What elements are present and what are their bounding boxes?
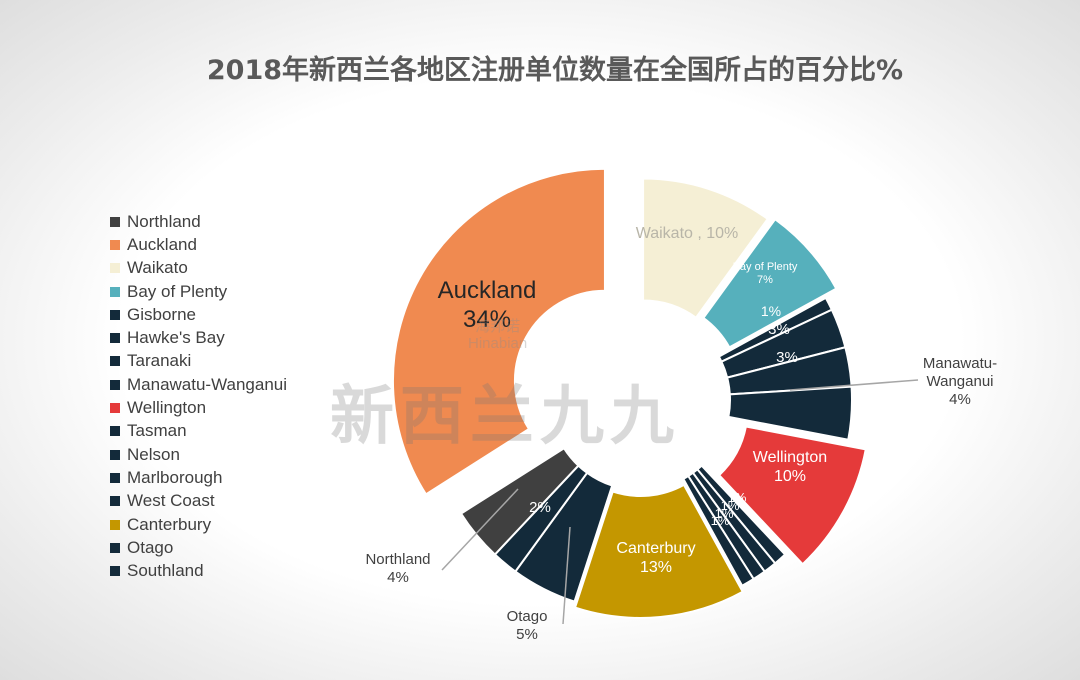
legend-item-wellington: Wellington <box>110 396 287 419</box>
legend-swatch <box>110 286 120 297</box>
leader-otago <box>562 526 571 625</box>
legend-swatch <box>110 379 120 390</box>
legend-label: Wellington <box>127 398 207 418</box>
slice-manawatu-wanganui <box>727 385 853 441</box>
label-gisborne: 1% <box>761 303 781 319</box>
legend-label: Waikato <box>127 258 188 278</box>
legend-item-nelson: Nelson <box>110 443 287 466</box>
leader-manawatu-wanganui <box>789 379 919 391</box>
watermark-logo-text: 海邦诺 Hinabian <box>468 318 527 352</box>
legend-item-northland: Northland <box>110 210 287 233</box>
legend-item-auckland: Auckland <box>110 233 287 256</box>
chart-legend: Northland Auckland Waikato Bay of Plenty Gis… <box>110 210 287 583</box>
legend-label: Marlborough <box>127 467 223 487</box>
legend-label: Southland <box>127 561 204 581</box>
legend-label: Nelson <box>127 444 180 464</box>
label-hawkes-bay: 3% <box>768 321 790 338</box>
label-northland: Northland 4% <box>365 551 430 586</box>
legend-item-otago: Otago <box>110 536 287 559</box>
slice-west-coast <box>681 474 755 588</box>
legend-label: Manawatu-Wanganui <box>127 374 288 394</box>
legend-swatch <box>110 216 120 227</box>
label-waikato: Waikato , 10% <box>636 225 739 242</box>
legend-swatch <box>110 403 120 414</box>
legend-item-taranaki: Taranaki <box>110 350 287 373</box>
legend-label: Taranaki <box>127 351 192 371</box>
legend-item-manawatu-wanganui: Manawatu-Wanganui <box>110 373 287 396</box>
legend-item-canterbury: Canterbury <box>110 513 287 536</box>
legend-swatch <box>110 449 120 460</box>
legend-swatch <box>110 356 120 367</box>
legend-swatch <box>110 472 120 483</box>
legend-label: Auckland <box>127 234 197 254</box>
watermark-sub-en: Hinabian <box>468 335 528 352</box>
legend-item-southland: Southland <box>110 559 287 582</box>
label-marlborough: 1% <box>715 506 734 521</box>
legend-swatch <box>110 496 120 507</box>
slice-canterbury <box>573 483 745 619</box>
slice-bay-of-plenty <box>702 217 838 349</box>
legend-swatch <box>110 519 120 530</box>
slice-northland <box>459 446 580 556</box>
legend-swatch <box>110 333 120 344</box>
label-otago: Otago 5% <box>507 608 548 643</box>
legend-item-hawke-s-bay: Hawke's Bay <box>110 326 287 349</box>
legend-label: Tasman <box>127 421 187 441</box>
watermark-text: 新西兰九九 <box>330 379 680 454</box>
legend-item-bay-of-plenty: Bay of Plenty <box>110 280 287 303</box>
label-taranaki: 3% <box>776 349 798 366</box>
label-bay-of-plenty: Bay of Plenty 7% <box>733 261 798 286</box>
slice-auckland <box>391 167 606 496</box>
label-nelson: 1% <box>721 498 740 513</box>
chart-title: 2018年新西兰各地区注册单位数量在全国所占的百分比% <box>206 55 904 86</box>
legend-label: Otago <box>127 537 174 557</box>
legend-label: West Coast <box>127 491 215 511</box>
label-southland: 2% <box>529 499 551 516</box>
leader-northland <box>441 488 519 571</box>
legend-swatch <box>110 263 120 274</box>
label-west-coast: 1% <box>711 513 730 528</box>
legend-item-marlborough: Marlborough <box>110 466 287 489</box>
legend-label: Bay of Plenty <box>127 281 228 301</box>
legend-item-tasman: Tasman <box>110 420 287 443</box>
legend-label: Canterbury <box>127 514 212 534</box>
legend-swatch <box>110 426 120 437</box>
legend-swatch <box>110 239 120 250</box>
legend-swatch <box>110 542 120 553</box>
label-tasman: 1% <box>728 490 747 505</box>
legend-label: Gisborne <box>127 304 196 324</box>
label-wellington: Wellington 10% <box>753 449 827 485</box>
legend-item-west-coast: West Coast <box>110 490 287 513</box>
legend-label: Northland <box>127 211 201 231</box>
legend-label: Hawke's Bay <box>127 328 225 348</box>
legend-swatch <box>110 566 120 577</box>
label-auckland: Auckland 34% <box>438 277 537 333</box>
legend-item-gisborne: Gisborne <box>110 303 287 326</box>
label-manawatu-wanganui: Manawatu-Wanganui 4% <box>923 355 997 408</box>
legend-swatch <box>110 309 120 320</box>
slice-wellington <box>717 425 867 566</box>
legend-item-waikato: Waikato <box>110 257 287 280</box>
label-canterbury: Canterbury 13% <box>616 540 695 576</box>
watermark-sub-cn: 海邦诺 <box>475 318 521 335</box>
slice-waikato <box>642 177 770 320</box>
